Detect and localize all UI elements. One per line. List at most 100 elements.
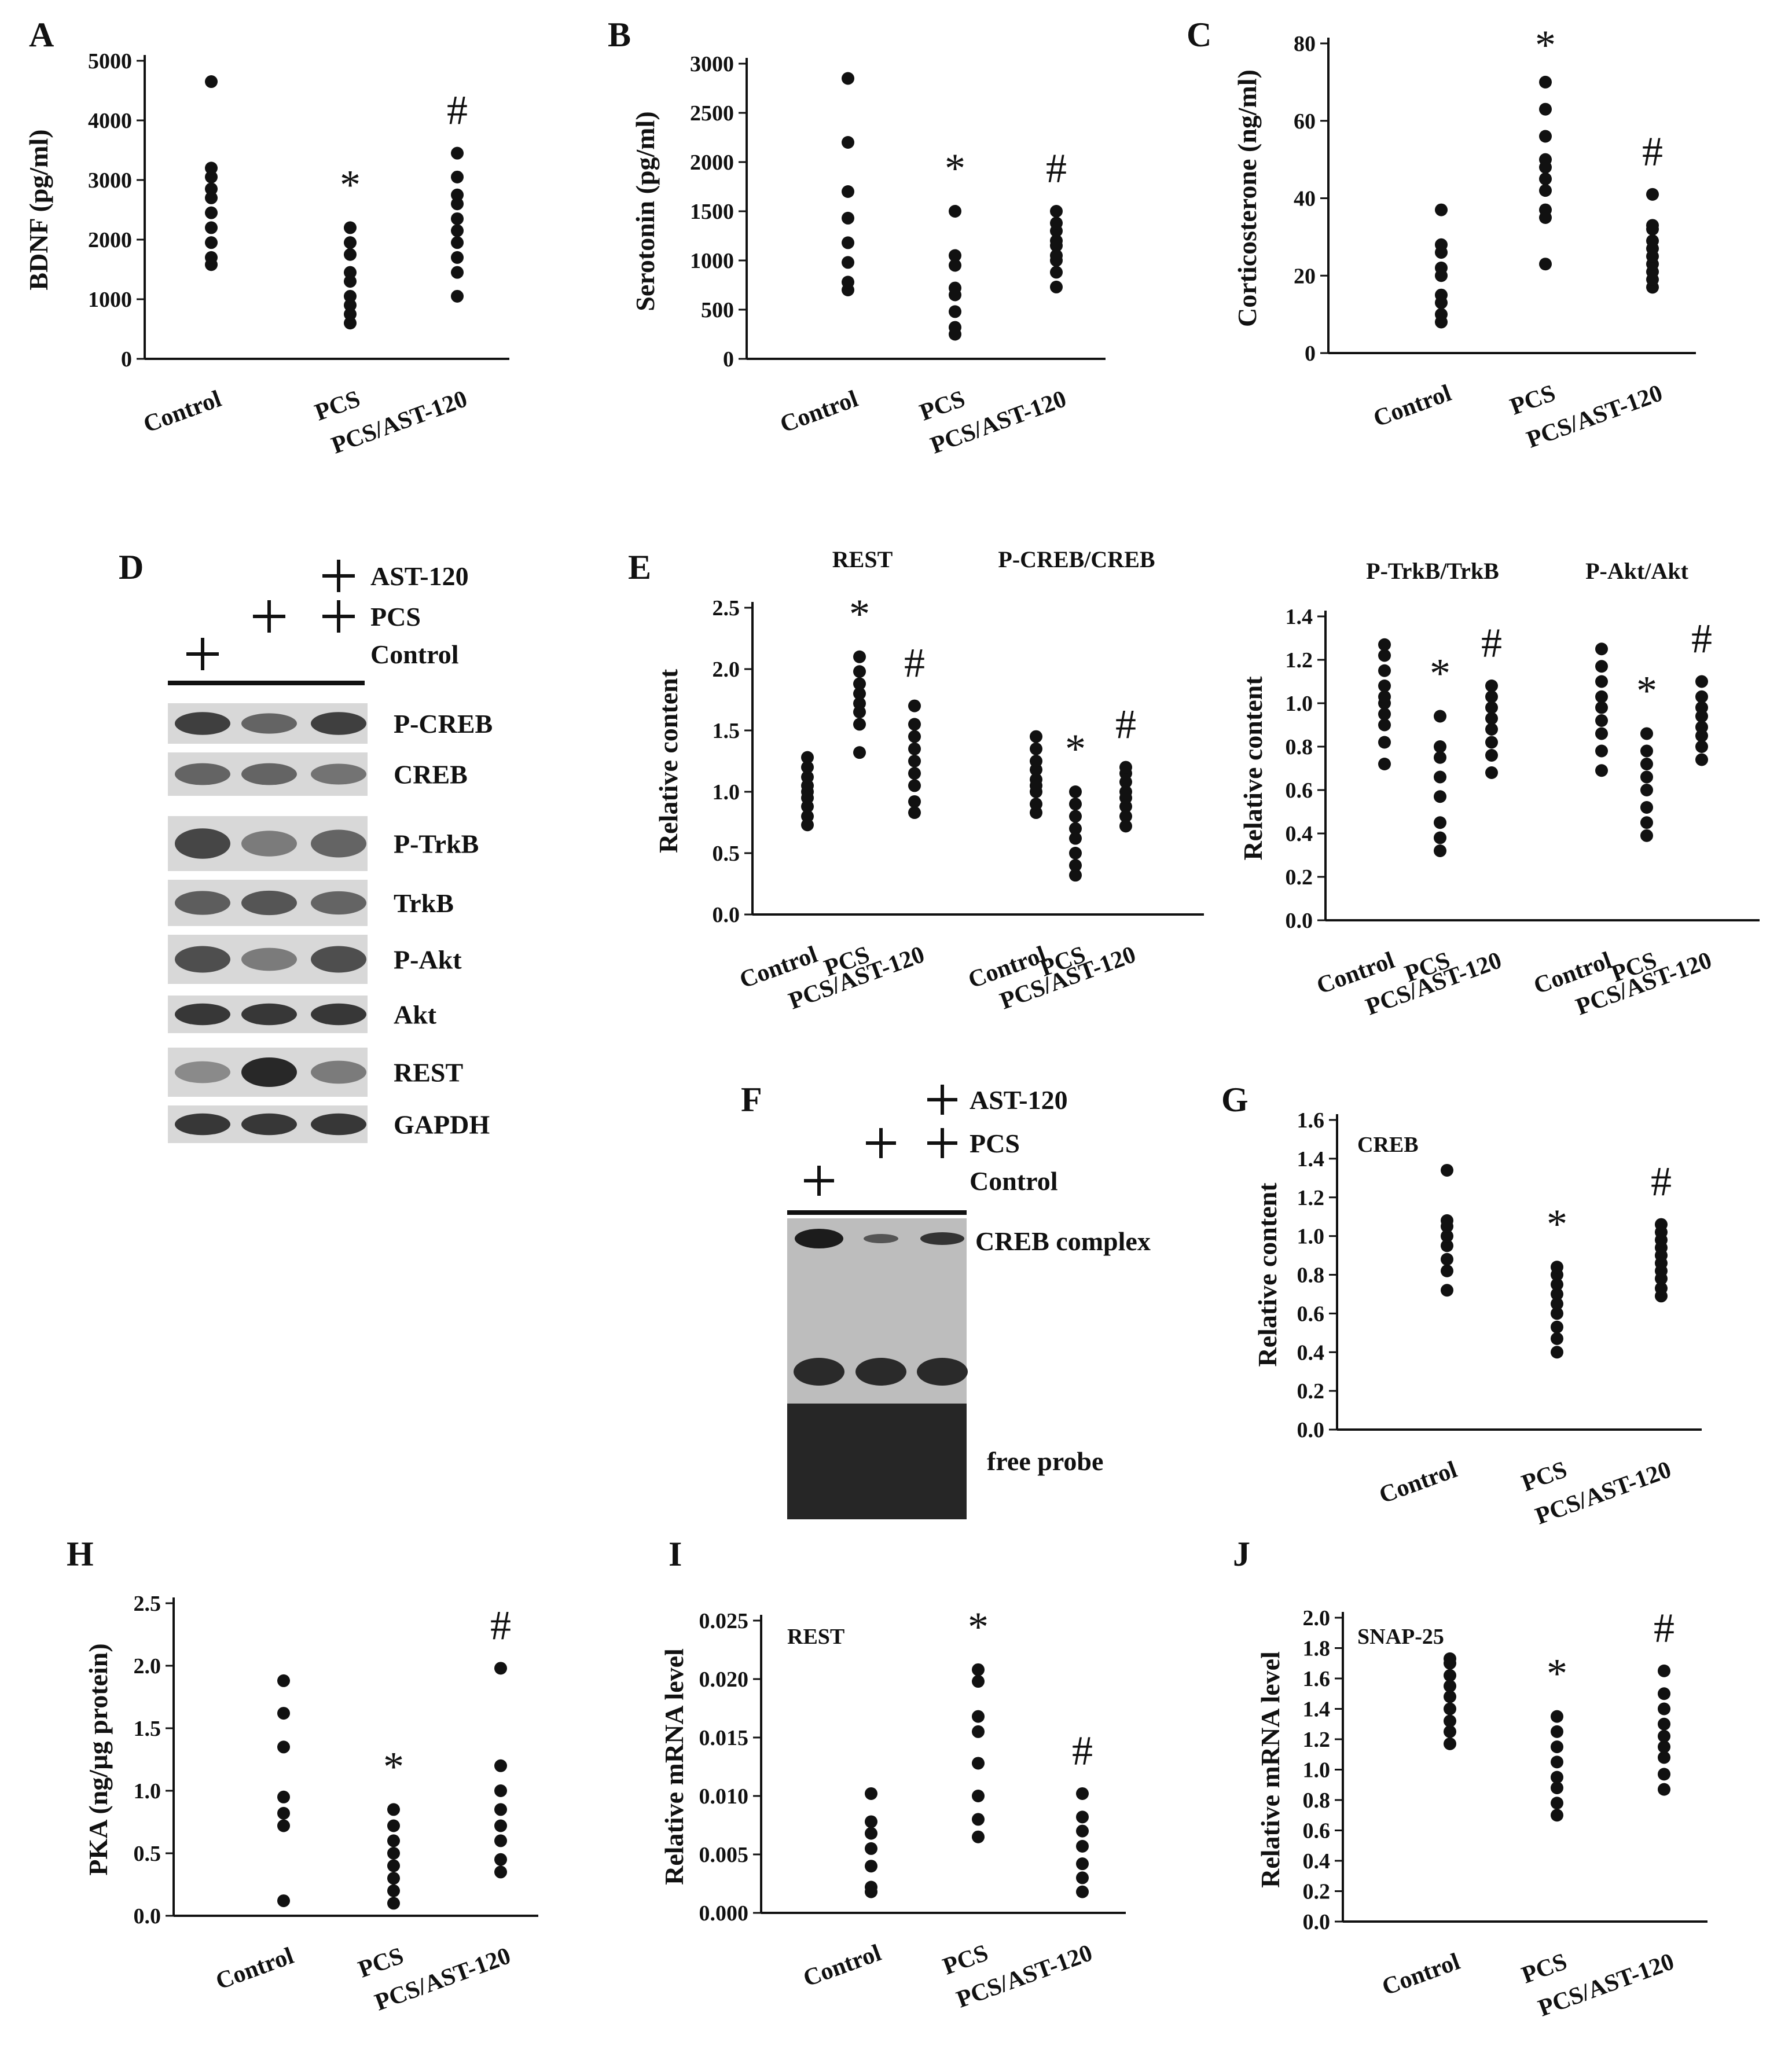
gel-band: [795, 1229, 843, 1248]
data-point: [1485, 712, 1498, 725]
gel-band: [864, 1234, 898, 1243]
data-point: [1551, 1740, 1563, 1754]
significance-mark: #: [1651, 1159, 1672, 1205]
data-point: [1695, 753, 1708, 766]
data-point: [842, 136, 854, 149]
data-point: [908, 795, 921, 808]
data-point: [344, 317, 357, 330]
data-point: [949, 281, 961, 295]
y-tick-label: 0.6: [1303, 1819, 1331, 1843]
group-header: P-CREB/CREB: [998, 546, 1155, 572]
data-point: [277, 1806, 290, 1820]
x-category-label: Control: [777, 385, 862, 438]
data-point: [972, 1675, 985, 1688]
data-point: [1551, 1809, 1563, 1822]
y-tick-label: 1.4: [1286, 605, 1313, 629]
x-category-label: Control: [800, 1940, 885, 1992]
free-probe-region: [787, 1404, 967, 1519]
data-point: [1485, 701, 1498, 714]
data-point: [1695, 690, 1708, 703]
data-point: [842, 236, 854, 249]
data-point: [451, 197, 464, 211]
y-tick-label: 1.8: [1303, 1637, 1331, 1661]
data-point: [1069, 847, 1082, 859]
data-point: [1444, 1680, 1456, 1693]
gel-band: [920, 1232, 964, 1245]
data-point: [1485, 736, 1498, 749]
data-point: [1539, 130, 1552, 143]
data-point: [1595, 727, 1608, 740]
data-point: [842, 72, 854, 85]
data-point: [1378, 649, 1391, 662]
data-point: [205, 182, 218, 196]
data-point: [1640, 801, 1653, 814]
band-label: GAPDH: [394, 1110, 490, 1140]
y-tick-label: 1.0: [1303, 1758, 1331, 1783]
y-tick-label: 1.2: [1303, 1728, 1331, 1752]
significance-mark: #: [1654, 1605, 1675, 1651]
data-point: [1646, 219, 1659, 232]
data-point: [1444, 1702, 1456, 1716]
data-point: [1640, 727, 1653, 740]
significance-mark: *: [340, 161, 361, 208]
data-point: [1030, 755, 1042, 767]
data-point: [1658, 1783, 1670, 1796]
y-tick-label: 2.0: [134, 1654, 161, 1678]
data-point: [1539, 184, 1552, 197]
y-tick-label: 3000: [88, 168, 132, 193]
data-point: [387, 1834, 400, 1847]
data-point: [1655, 1281, 1668, 1295]
data-point: [1434, 816, 1446, 829]
y-tick-label: 1.2: [1297, 1186, 1325, 1210]
data-point: [865, 1787, 877, 1800]
data-point: [972, 1663, 985, 1676]
treatment-label: PCS: [970, 1129, 1020, 1158]
data-point: [1069, 832, 1082, 845]
data-point: [1658, 1768, 1670, 1781]
data-point: [1050, 216, 1063, 230]
data-point: [842, 185, 854, 198]
panel-D-western-blot: D AST-120 PCS Control P-CREB CREB P-TrkB TrkB P-…: [119, 548, 493, 1143]
data-point: [1434, 770, 1446, 784]
data-point: [1378, 736, 1391, 749]
data-point: [1441, 1163, 1453, 1177]
y-tick-label: 2000: [88, 228, 132, 252]
panel-letter: J: [1233, 1535, 1250, 1573]
data-point: [1539, 75, 1552, 89]
blot-band: [311, 763, 366, 785]
data-point: [344, 236, 357, 249]
data-point: [1485, 749, 1498, 762]
significance-mark: *: [968, 1604, 989, 1650]
y-tick-label: 40: [1294, 187, 1316, 211]
data-point: [1434, 751, 1446, 764]
panel-letter: H: [67, 1535, 94, 1573]
band-label: REST: [394, 1058, 463, 1088]
y-tick-label: 1.0: [1286, 692, 1313, 716]
data-point: [949, 205, 961, 218]
data-point: [801, 761, 814, 774]
data-point: [1069, 869, 1082, 882]
data-point: [1076, 1824, 1089, 1838]
y-axis-label: Relative content: [653, 668, 683, 853]
y-tick-label: 0.8: [1297, 1263, 1325, 1288]
data-point: [1551, 1332, 1563, 1345]
data-point: [972, 1790, 985, 1802]
y-tick-label: 0.8: [1303, 1788, 1331, 1813]
data-point: [1441, 1264, 1453, 1277]
data-point: [1444, 1714, 1456, 1728]
data-point: [1640, 758, 1653, 770]
blot-band: [311, 946, 366, 973]
x-category-label: PCS: [1518, 1456, 1570, 1497]
significance-mark: #: [904, 640, 925, 686]
panel-G: 0.0 0.2 0.4 0.6 0.8 1.0 1.2 1.4 1.6 Relative cont…: [1221, 1081, 1702, 1530]
data-point: [1695, 675, 1708, 688]
y-axis-label: Relative content: [1238, 676, 1268, 861]
y-tick-label: 1000: [88, 288, 132, 312]
treatment-label: Control: [370, 640, 459, 669]
y-tick-label: 0.4: [1303, 1849, 1331, 1874]
data-point: [387, 1847, 400, 1860]
panel-letter: C: [1187, 16, 1211, 54]
y-tick-label: 2.0: [713, 657, 740, 682]
data-point: [1378, 718, 1391, 732]
x-category-label: PCS: [355, 1942, 407, 1983]
